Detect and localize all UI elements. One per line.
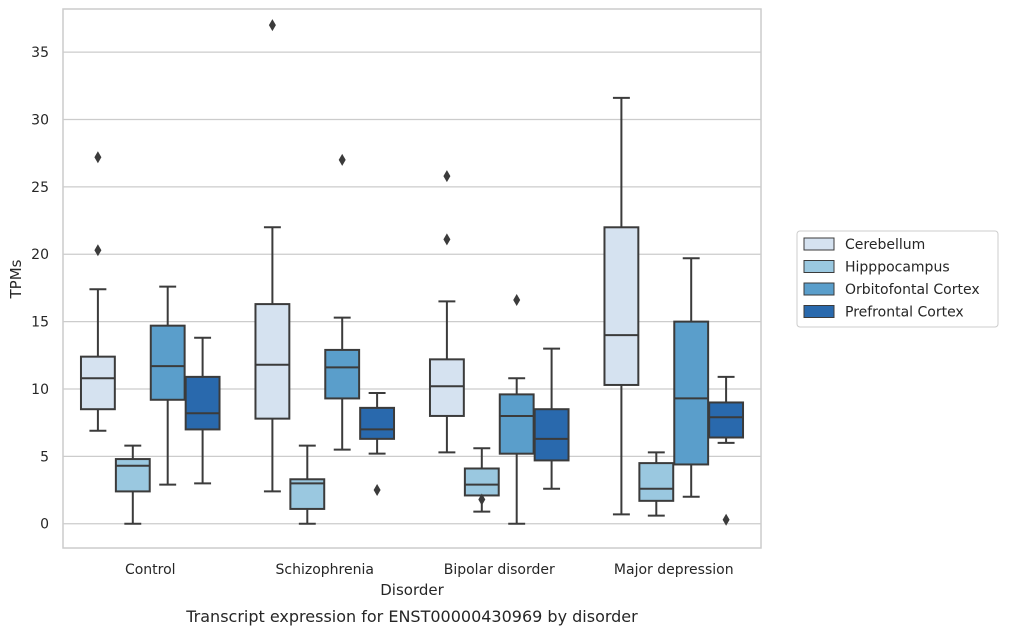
iqr-box: [114, 458, 151, 493]
box-2-0: [428, 170, 465, 454]
x-tick-label: Schizophrenia: [276, 562, 374, 578]
box-3-0: [603, 96, 640, 516]
y-tick-label: 15: [31, 315, 49, 331]
iqr-box: [673, 320, 710, 466]
y-tick-label: 0: [40, 517, 49, 533]
y-tick-label: 10: [31, 382, 49, 398]
y-tick-label: 35: [31, 45, 49, 61]
legend-label: Cerebellum: [845, 237, 925, 253]
x-axis-label: Disorder: [380, 581, 444, 599]
x-tick-label: Control: [125, 562, 176, 578]
legend: Cerebellum Hipppocampus Orbitofontal Corte…: [796, 230, 999, 328]
legend-label: Hipppocampus: [845, 260, 950, 276]
y-tick-label: 25: [31, 180, 49, 196]
iqr-box: [359, 406, 396, 440]
iqr-box: [324, 348, 361, 400]
iqr-box: [603, 226, 640, 386]
legend-swatch: [803, 237, 835, 251]
outlier-point: [268, 19, 276, 32]
iqr-box: [708, 401, 745, 439]
iqr-box: [149, 324, 186, 401]
box-1-0: [254, 19, 291, 493]
outlier-point: [443, 233, 451, 246]
box-2-3: [533, 347, 570, 490]
x-tick-label: Major depression: [614, 562, 734, 578]
x-axis-ticks: Control Schizophrenia Bipolar disorder Majo…: [125, 562, 734, 578]
legend-label: Prefrontal Cortex: [845, 305, 964, 321]
box-1-2: [324, 153, 361, 451]
box-0-2: [149, 285, 186, 486]
iqr-box: [533, 408, 570, 462]
iqr-box: [79, 355, 116, 411]
box-1-1: [289, 444, 326, 525]
outlier-point: [513, 294, 521, 307]
iqr-box: [428, 358, 465, 417]
y-axis-label: TPMs: [7, 259, 25, 299]
box-0-1: [114, 444, 151, 525]
boxes: [79, 19, 745, 526]
outlier-point: [478, 493, 486, 506]
box-2-1: [463, 447, 500, 513]
y-tick-label: 30: [31, 112, 49, 128]
outlier-point: [338, 153, 346, 166]
legend-swatch: [803, 305, 835, 318]
box-1-3: [359, 392, 396, 497]
outlier-point: [94, 151, 102, 164]
legend-swatch: [803, 282, 835, 296]
legend-label: Orbitofontal Cortex: [845, 282, 980, 298]
outlier-point: [373, 484, 381, 497]
box-3-1: [638, 451, 675, 517]
box-2-2: [498, 294, 535, 525]
iqr-box: [184, 375, 221, 431]
x-tick-label: Bipolar disorder: [444, 562, 555, 578]
outlier-point: [443, 170, 451, 183]
plot-frame: [62, 8, 762, 549]
iqr-box: [254, 303, 291, 420]
y-tick-label: 20: [31, 247, 49, 263]
box-3-3: [708, 375, 745, 526]
y-tick-label: 5: [40, 449, 49, 465]
box-0-0: [79, 151, 116, 432]
box-3-2: [673, 257, 710, 498]
legend-swatch: [803, 260, 835, 273]
y-axis-ticks: 0 5 10 15 20 25 30 35: [31, 45, 49, 533]
outlier-point: [94, 244, 102, 257]
iqr-box: [463, 467, 500, 497]
chart-caption: Transcript expression for ENST0000043096…: [185, 607, 638, 626]
legend-frame: [796, 230, 999, 328]
box-0-3: [184, 336, 221, 485]
iqr-box: [498, 393, 535, 455]
outlier-point: [722, 513, 730, 526]
iqr-box: [638, 462, 675, 502]
